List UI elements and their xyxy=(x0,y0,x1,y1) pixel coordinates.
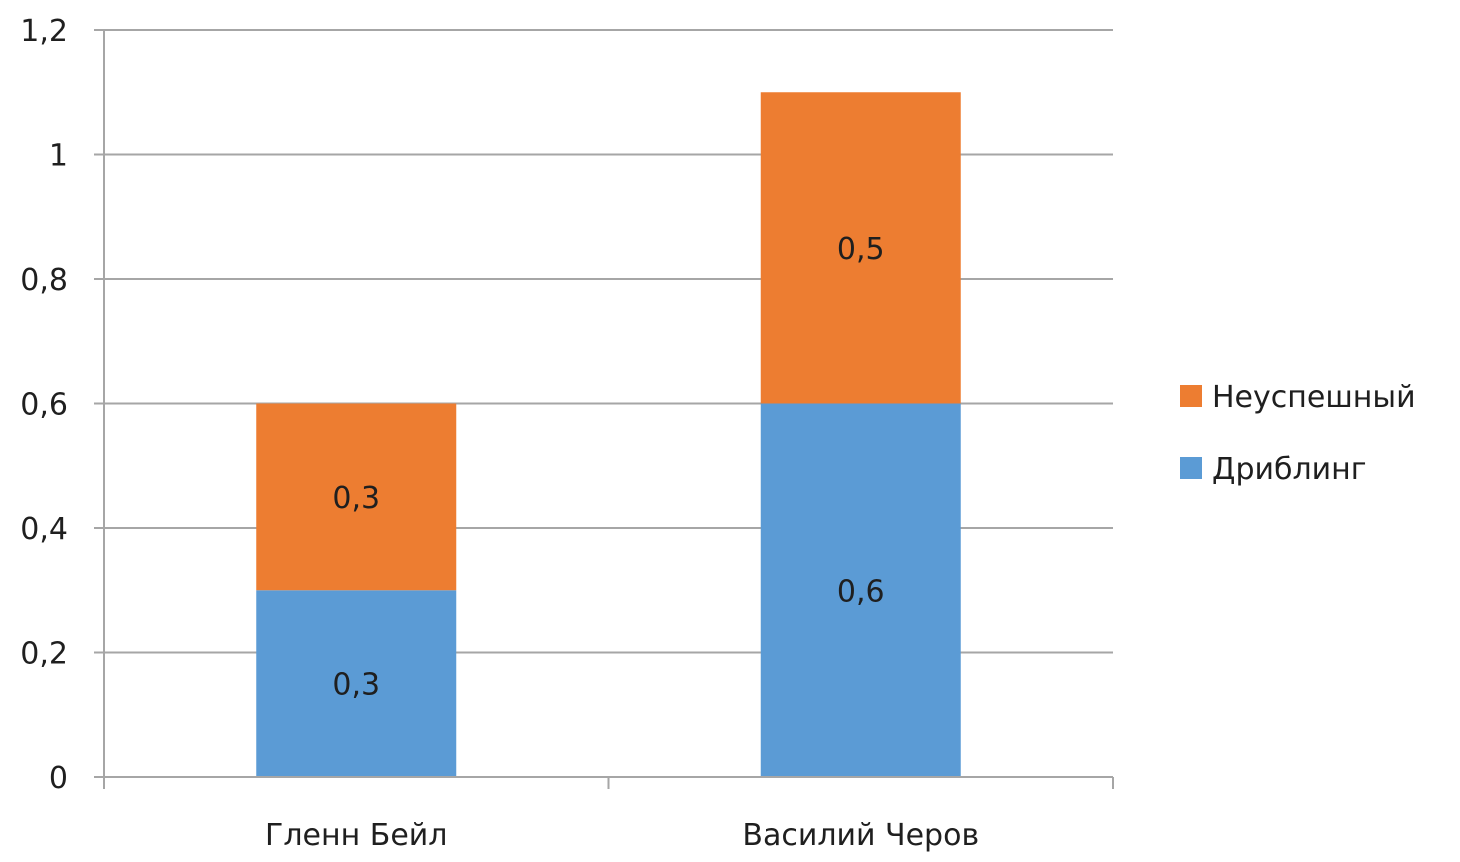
legend: Неуспешный Дриблинг xyxy=(1180,380,1416,487)
bar-segment xyxy=(760,403,961,777)
data-label: 0,3 xyxy=(332,481,380,516)
y-tick-label: 1 xyxy=(49,139,68,174)
data-label: 0,5 xyxy=(837,232,885,267)
gridlines xyxy=(104,29,1113,654)
y-tick-label: 0,2 xyxy=(20,637,68,672)
bars xyxy=(256,92,961,777)
legend-label: Дриблинг xyxy=(1212,452,1367,487)
labels: 0 0,2 0,4 0,6 0,8 1 1,2 0,3 0,3 Гленн Бейл 0,6 0,5 В… xyxy=(20,14,979,853)
data-label: 0,6 xyxy=(837,574,885,609)
bar-segment xyxy=(760,92,961,404)
y-tick-label: 0,4 xyxy=(20,512,68,547)
data-label: 0,3 xyxy=(332,668,380,703)
y-tick-label: 0,8 xyxy=(20,263,68,298)
bar-segment xyxy=(256,590,457,777)
legend-label: Неуспешный xyxy=(1212,380,1416,415)
y-tick-label: 0 xyxy=(49,761,68,796)
legend-swatch xyxy=(1180,385,1202,407)
bar-segment xyxy=(256,403,457,591)
y-tick-label: 1,2 xyxy=(20,14,68,49)
legend-swatch xyxy=(1180,457,1202,479)
y-tick-label: 0,6 xyxy=(20,388,68,423)
category-label: Гленн Бейл xyxy=(265,818,447,853)
axes xyxy=(94,29,1114,789)
category-label: Василий Черов xyxy=(742,818,979,853)
